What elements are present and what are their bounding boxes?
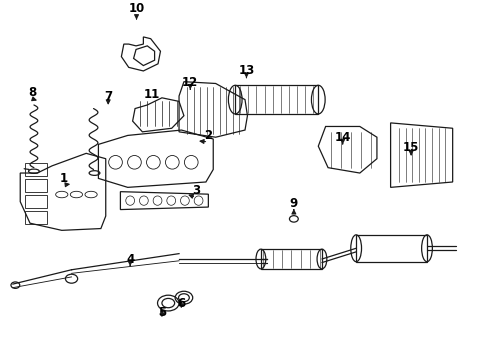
Text: 8: 8 xyxy=(28,86,37,99)
Text: 14: 14 xyxy=(335,131,351,144)
Text: 1: 1 xyxy=(60,172,68,185)
Text: 13: 13 xyxy=(238,64,255,77)
Text: 12: 12 xyxy=(182,76,198,89)
Text: 10: 10 xyxy=(128,3,145,15)
Text: 6: 6 xyxy=(177,297,186,310)
Text: 3: 3 xyxy=(192,184,200,197)
Text: 5: 5 xyxy=(158,306,166,319)
Text: 15: 15 xyxy=(403,141,419,154)
Text: 9: 9 xyxy=(290,197,298,210)
Text: 2: 2 xyxy=(204,129,213,142)
Text: 7: 7 xyxy=(104,90,112,103)
Text: 4: 4 xyxy=(126,252,134,266)
Text: 11: 11 xyxy=(144,88,160,101)
